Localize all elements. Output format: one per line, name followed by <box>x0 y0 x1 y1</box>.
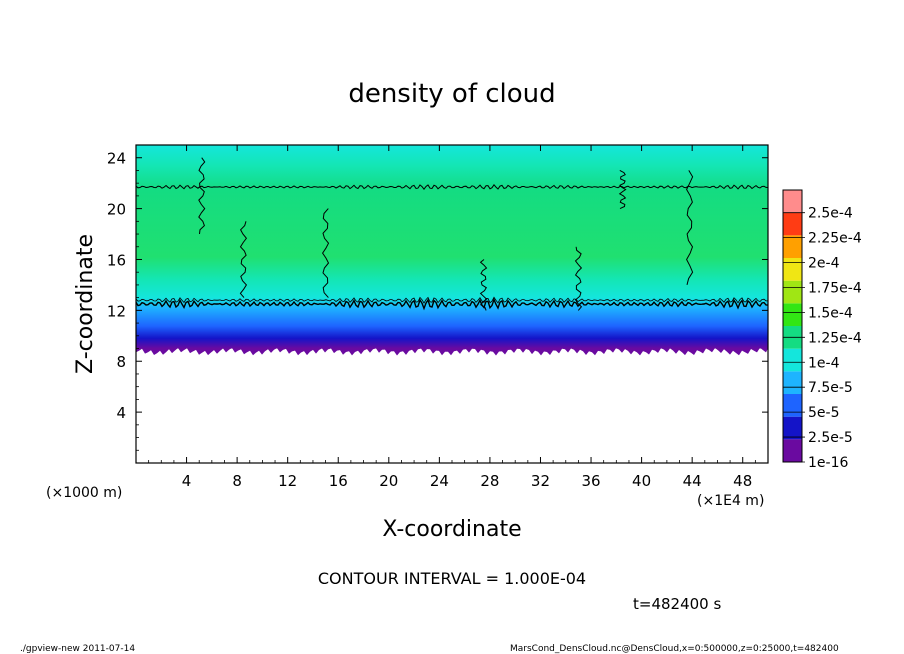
cloud-base-edge <box>136 347 768 356</box>
footer-left: ./gpview-new 2011-07-14 <box>20 644 135 654</box>
colorbar-swatch <box>783 439 802 462</box>
contour-streak <box>198 157 206 235</box>
contour-streak <box>574 246 583 311</box>
x-tick-label: 4 <box>182 472 192 490</box>
x-tick-label: 24 <box>430 472 449 490</box>
y-tick-label: 4 <box>116 404 126 422</box>
x-unit-right: (×1E4 m) <box>697 493 764 509</box>
y-tick-label: 12 <box>107 302 126 320</box>
colorbar-swatch <box>783 303 802 326</box>
cloud-density-field <box>136 145 768 349</box>
colorbar-label: 1e-4 <box>808 355 840 371</box>
colorbar-swatch <box>783 280 802 304</box>
y-tick-label: 24 <box>107 150 126 168</box>
colorbar-label: 2.5e-4 <box>808 206 853 222</box>
contour-interval: CONTOUR INTERVAL = 1.000E-04 <box>318 569 586 588</box>
x-tick-label: 36 <box>581 472 600 490</box>
contour-streak <box>321 208 330 298</box>
x-tick-label: 8 <box>232 472 242 490</box>
time-label: t=482400 s <box>633 595 721 613</box>
footer-right: MarsCond_DensCloud.nc@DensCloud,x=0:5000… <box>510 644 839 654</box>
x-tick-label: 32 <box>531 472 550 490</box>
x-tick-label: 28 <box>480 472 499 490</box>
contour-streak <box>479 259 488 311</box>
colorbar-swatch <box>783 190 802 213</box>
colorbar-label: 1.75e-4 <box>808 280 862 296</box>
colorbar-swatch <box>783 212 802 236</box>
colorbar-label: 1.5e-4 <box>808 305 853 321</box>
x-unit-left: (×1000 m) <box>46 485 122 501</box>
colorbar-swatch <box>783 235 802 258</box>
x-axis-ticks: 4 8 12 16 20 24 28 32 36 40 44 48 <box>148 145 756 490</box>
contour-lower-band <box>135 297 769 311</box>
y-tick-label: 8 <box>116 353 126 371</box>
x-tick-label: 40 <box>632 472 651 490</box>
contour-upper-band <box>135 183 769 191</box>
x-tick-label: 20 <box>379 472 398 490</box>
colorbar-label: 5e-5 <box>808 405 839 421</box>
colorbar-swatch <box>783 258 802 281</box>
cloud-base-fringe <box>136 347 768 356</box>
colorbar-swatch <box>783 371 802 394</box>
y-tick-label: 16 <box>107 251 126 269</box>
x-tick-label: 44 <box>683 472 702 490</box>
colorbar-label: 2.5e-5 <box>808 430 853 446</box>
contour-streak <box>239 221 248 298</box>
y-axis-label: Z-coordinate <box>73 234 98 374</box>
colorbar-swatch <box>783 348 802 372</box>
chart-title: density of cloud <box>348 79 555 109</box>
contour-streak <box>618 169 627 210</box>
colorbar-swatch <box>783 416 802 440</box>
contour-streak <box>686 170 694 286</box>
colorbar-label: 2e-4 <box>808 256 840 272</box>
colorbar-label: 7.5e-5 <box>808 380 853 396</box>
y-tick-label: 20 <box>107 201 126 219</box>
colorbar-label: 2.25e-4 <box>808 231 862 247</box>
colorbar-swatch <box>783 394 802 417</box>
colorbar: 1e-16 2.5e-5 5e-5 7.5e-5 1e-4 1.25e-4 1.5e-4 1.… <box>782 189 862 471</box>
contour-lower-band-2 <box>135 296 769 304</box>
x-axis-label: X-coordinate <box>382 517 521 542</box>
x-tick-label: 48 <box>733 472 752 490</box>
x-tick-label: 16 <box>329 472 348 490</box>
x-tick-label: 12 <box>278 472 297 490</box>
colorbar-label: 1e-16 <box>808 455 848 471</box>
contour-lines <box>135 157 769 311</box>
y-axis-ticks: 4 8 12 16 20 24 <box>107 150 768 451</box>
colorbar-label: 1.25e-4 <box>808 330 862 346</box>
